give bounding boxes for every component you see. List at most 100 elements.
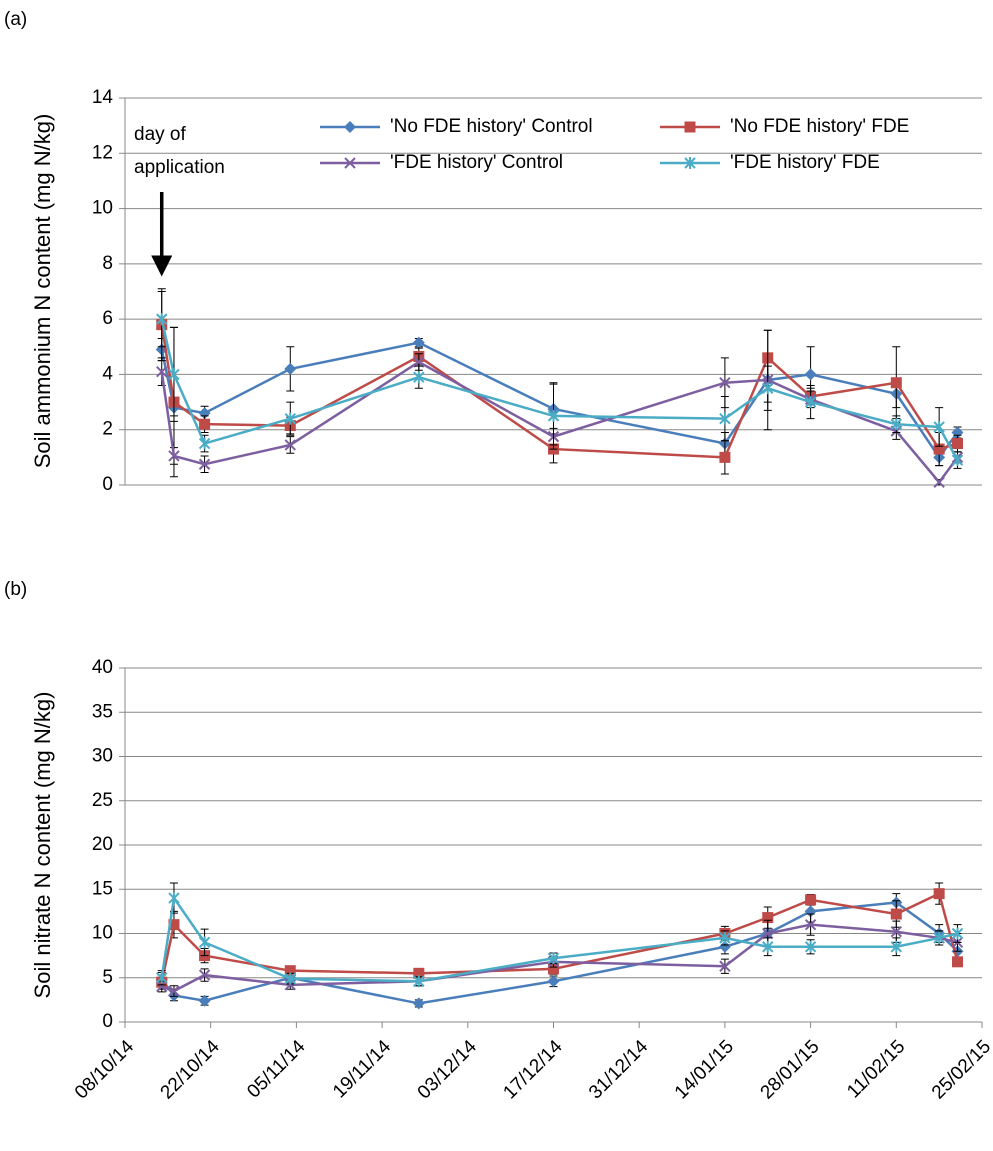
series-line [160,318,959,461]
marker [719,377,731,389]
marker [156,365,168,378]
marker [952,956,964,968]
y-axis-title: Soil ammonium N content (mg N/kg) [30,114,55,469]
y-tick-label: 25 [92,790,113,811]
legend-label: 'No FDE history' Control [390,116,593,137]
x-tick-label: 11/02/15 [843,1036,909,1102]
marker [933,888,945,900]
marker [762,927,774,940]
x-tick-label: 14/01/15 [671,1036,738,1103]
marker [198,994,211,1007]
marker [951,927,964,940]
y-tick-label: 4 [102,363,113,384]
marker [168,450,180,462]
marker [344,121,356,133]
series [156,329,964,488]
y-tick-label: 2 [102,419,113,440]
marker [413,356,425,368]
marker [805,894,817,906]
marker [890,940,903,953]
marker [933,420,945,433]
series [156,882,964,988]
marker [284,965,296,977]
marker [547,952,560,965]
y-tick-label: 12 [92,142,113,163]
panel-label: (a) [4,9,27,30]
y-tick-label: 14 [92,87,114,108]
legend-label: 'FDE history' FDE [730,152,880,173]
marker [168,368,180,381]
marker [952,438,964,450]
marker [413,967,425,979]
marker [933,443,945,455]
marker [951,454,964,467]
x-tick-label: 28/01/15 [757,1036,824,1103]
y-tick-label: 0 [102,474,113,495]
y-tick-label: 35 [92,701,113,722]
y-tick-label: 5 [102,967,113,988]
marker [284,362,297,375]
marker [762,382,774,395]
marker [344,157,356,169]
marker [547,409,560,422]
series [156,913,964,997]
marker [890,377,902,389]
marker [156,313,168,326]
series-line [160,891,959,983]
x-tick-label: 19/11/14 [329,1036,395,1102]
series-line [160,894,958,983]
series [155,336,964,467]
marker [198,936,211,949]
legend-label: 'No FDE history' FDE [730,116,909,137]
marker [284,972,296,985]
marker [762,912,774,924]
marker [412,336,425,349]
marker [804,918,817,931]
y-axis-title: Soil nitrate N content (mg N/kg) [30,692,55,999]
x-tick-label: 03/12/14 [414,1036,481,1103]
marker [198,437,211,450]
y-tick-label: 20 [92,834,113,855]
y-tick-label: 30 [92,746,113,767]
marker [413,371,425,384]
series-line [160,324,958,459]
marker [719,451,731,463]
marker [547,975,560,988]
marker [684,121,696,133]
marker [199,418,211,430]
marker [413,975,425,988]
marker [168,919,180,931]
x-tick-label: 05/11/14 [243,1036,309,1102]
y-tick-label: 0 [102,1011,113,1032]
marker [412,997,425,1010]
series-line [161,923,958,993]
y-tick-label: 10 [92,923,113,944]
marker [156,971,168,984]
series-line [160,341,959,460]
marker [684,157,696,169]
marker [890,926,903,938]
y-tick-label: 6 [102,308,113,329]
marker [156,980,168,993]
marker [890,908,902,920]
series [156,882,964,990]
series-line [160,901,959,1005]
marker [198,458,211,470]
marker [719,412,731,425]
series [155,893,964,1010]
y-tick-label: 8 [102,253,113,274]
marker [804,940,817,953]
marker [198,969,211,981]
marker [718,940,731,953]
x-tick-label: 22/10/14 [157,1036,224,1103]
marker [762,940,774,953]
y-tick-label: 10 [92,198,113,219]
marker [168,892,180,905]
annotation: day of [134,124,186,145]
marker [804,368,817,381]
series-line [160,360,959,485]
marker [719,931,731,944]
marker [284,412,296,425]
marker [933,931,945,944]
x-tick-label: 08/10/14 [71,1036,138,1103]
